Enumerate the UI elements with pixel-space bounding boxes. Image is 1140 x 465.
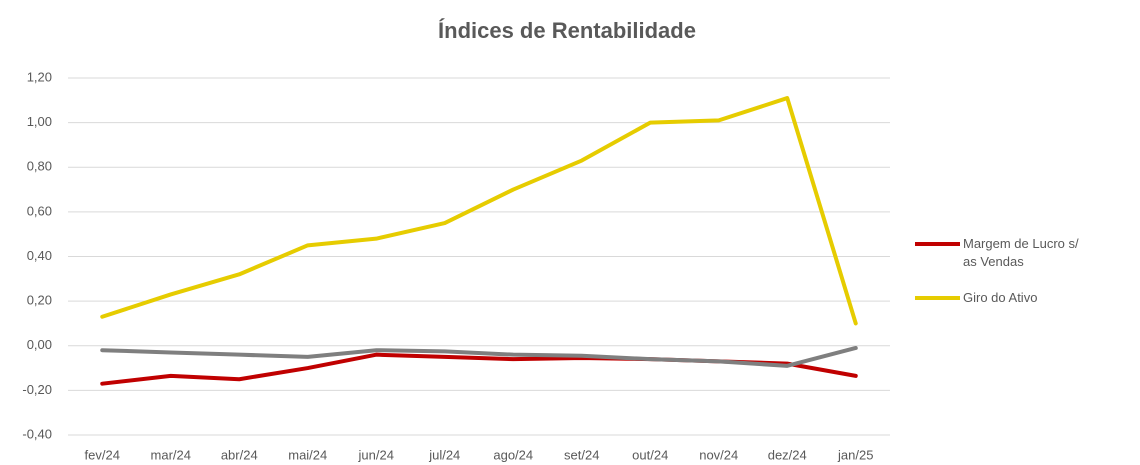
x-tick-label: set/24 [564, 447, 599, 462]
chart-title: Índices de Rentabilidade [438, 18, 696, 43]
x-tick-label: jan/25 [837, 447, 873, 462]
x-tick-label: mai/24 [288, 447, 327, 462]
series-line [100, 96, 858, 326]
y-tick-label: 0,20 [27, 293, 52, 308]
y-tick-label: 0,00 [27, 337, 52, 352]
legend-label: Margem de Lucro s/ as Vendas [963, 236, 1079, 269]
series-line [100, 345, 858, 368]
series-line [100, 352, 858, 386]
y-tick-label: 0,60 [27, 203, 52, 218]
x-tick-label: out/24 [632, 447, 668, 462]
x-tick-label: fev/24 [85, 447, 120, 462]
y-tick-label: 0,80 [27, 159, 52, 174]
y-tick-label: 0,40 [27, 248, 52, 263]
x-tick-label: abr/24 [221, 447, 258, 462]
x-tick-label: mar/24 [151, 447, 191, 462]
y-tick-label: -0,40 [22, 426, 52, 441]
y-tick-label: 1,20 [27, 69, 52, 84]
x-tick-label: jul/24 [428, 447, 460, 462]
y-tick-label: -0,20 [22, 382, 52, 397]
y-tick-label: 1,00 [27, 114, 52, 129]
x-tick-label: ago/24 [493, 447, 533, 462]
x-tick-label: nov/24 [699, 447, 738, 462]
x-tick-label: jun/24 [358, 447, 394, 462]
legend-label: Giro do Ativo [963, 290, 1038, 305]
x-tick-label: dez/24 [768, 447, 807, 462]
